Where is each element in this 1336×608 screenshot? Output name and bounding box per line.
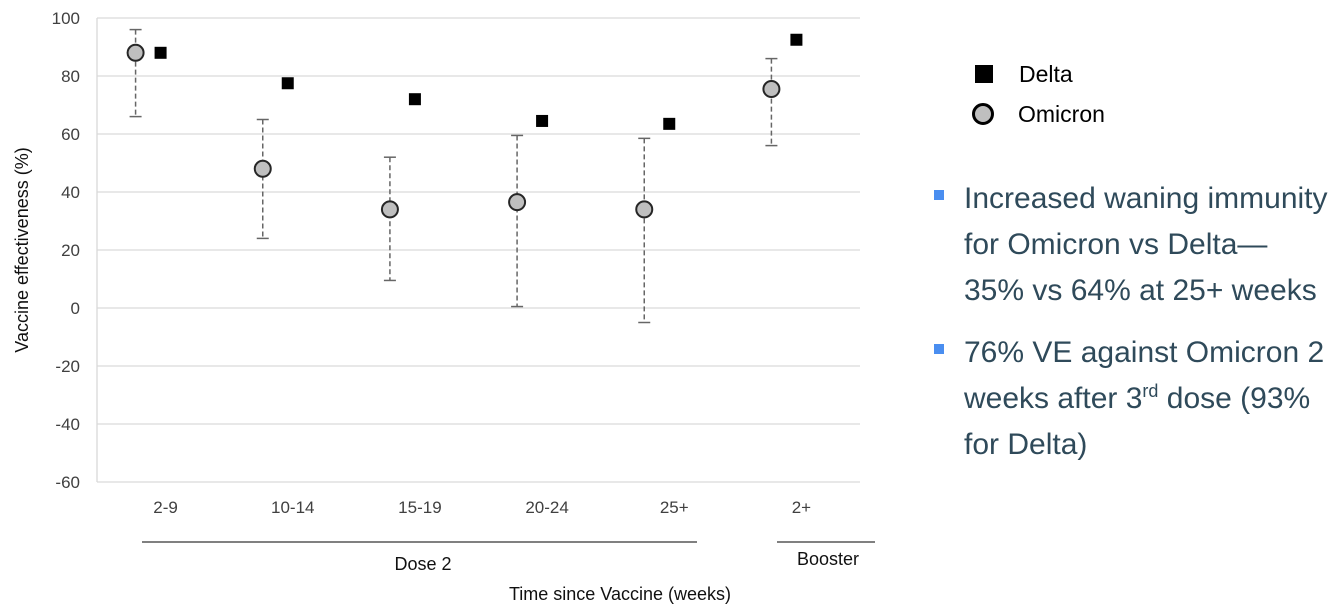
square-bullet-icon bbox=[934, 190, 944, 200]
markers bbox=[126, 33, 803, 219]
legend-label-omicron: Omicron bbox=[1018, 100, 1105, 127]
legend: Delta Omicron bbox=[972, 54, 1105, 134]
delta-point bbox=[281, 77, 294, 90]
omicron-point bbox=[762, 80, 781, 99]
x-tick-label: 2+ bbox=[792, 498, 811, 517]
y-tick-labels: 100 80 60 40 20 0 -20 -40 -60 bbox=[52, 9, 80, 492]
y-axis-title: Vaccine effectiveness (%) bbox=[12, 147, 32, 352]
bullet-item: Increased waning immunity for Omicron vs… bbox=[932, 176, 1332, 314]
y-tick-label: 0 bbox=[71, 299, 80, 318]
omicron-point bbox=[253, 159, 272, 178]
bullet-item: 76% VE against Omicron 2 weeks after 3rd… bbox=[932, 330, 1332, 468]
y-tick-label: -40 bbox=[55, 415, 80, 434]
gridlines bbox=[96, 17, 860, 483]
group-label: Dose 2 bbox=[394, 554, 451, 574]
chart: 100 80 60 40 20 0 -20 -40 -60 2-9 10-14 15-19 20-24… bbox=[12, 9, 875, 604]
x-tick-label: 10-14 bbox=[271, 498, 314, 517]
x-groups: Dose 2 Booster bbox=[142, 541, 875, 574]
delta-point bbox=[663, 117, 676, 130]
x-tick-label: 25+ bbox=[660, 498, 689, 517]
y-tick-label: 100 bbox=[52, 9, 80, 28]
x-tick-label: 2-9 bbox=[153, 498, 178, 517]
omicron-point bbox=[508, 193, 527, 212]
square-bullet-icon bbox=[934, 344, 944, 354]
y-tick-label: -60 bbox=[55, 473, 80, 492]
legend-item-omicron: Omicron bbox=[972, 94, 1105, 134]
omicron-point bbox=[126, 43, 145, 62]
bullet-text: Increased waning immunity for Omicron vs… bbox=[964, 182, 1328, 307]
legend-item-delta: Delta bbox=[972, 54, 1105, 94]
x-axis-title: Time since Vaccine (weeks) bbox=[509, 584, 731, 604]
x-tick-label: 15-19 bbox=[398, 498, 441, 517]
omicron-error-bars bbox=[129, 28, 778, 324]
bullet-text-end: dose (93% for Delta) bbox=[964, 382, 1311, 461]
circle-marker-icon bbox=[972, 103, 994, 125]
y-tick-label: 40 bbox=[61, 183, 80, 202]
y-tick-label: -20 bbox=[55, 357, 80, 376]
bullet-text-superscript: rd bbox=[1142, 381, 1159, 401]
y-tick-label: 60 bbox=[61, 125, 80, 144]
group-label: Booster bbox=[797, 549, 859, 569]
square-marker-icon bbox=[975, 65, 993, 83]
delta-point bbox=[536, 114, 549, 127]
bullet-list: Increased waning immunity for Omicron vs… bbox=[932, 176, 1332, 484]
delta-point bbox=[790, 33, 803, 46]
y-tick-label: 80 bbox=[61, 67, 80, 86]
delta-point bbox=[408, 93, 421, 106]
delta-point bbox=[154, 46, 167, 59]
omicron-point bbox=[380, 200, 399, 219]
x-tick-label: 20-24 bbox=[525, 498, 568, 517]
legend-label-delta: Delta bbox=[1019, 60, 1073, 87]
y-tick-label: 20 bbox=[61, 241, 80, 260]
omicron-point bbox=[635, 200, 654, 219]
bullet-text-start: 76% VE against Omicron 2 weeks after 3 bbox=[964, 336, 1325, 415]
x-tick-labels: 2-9 10-14 15-19 20-24 25+ 2+ bbox=[153, 498, 811, 517]
